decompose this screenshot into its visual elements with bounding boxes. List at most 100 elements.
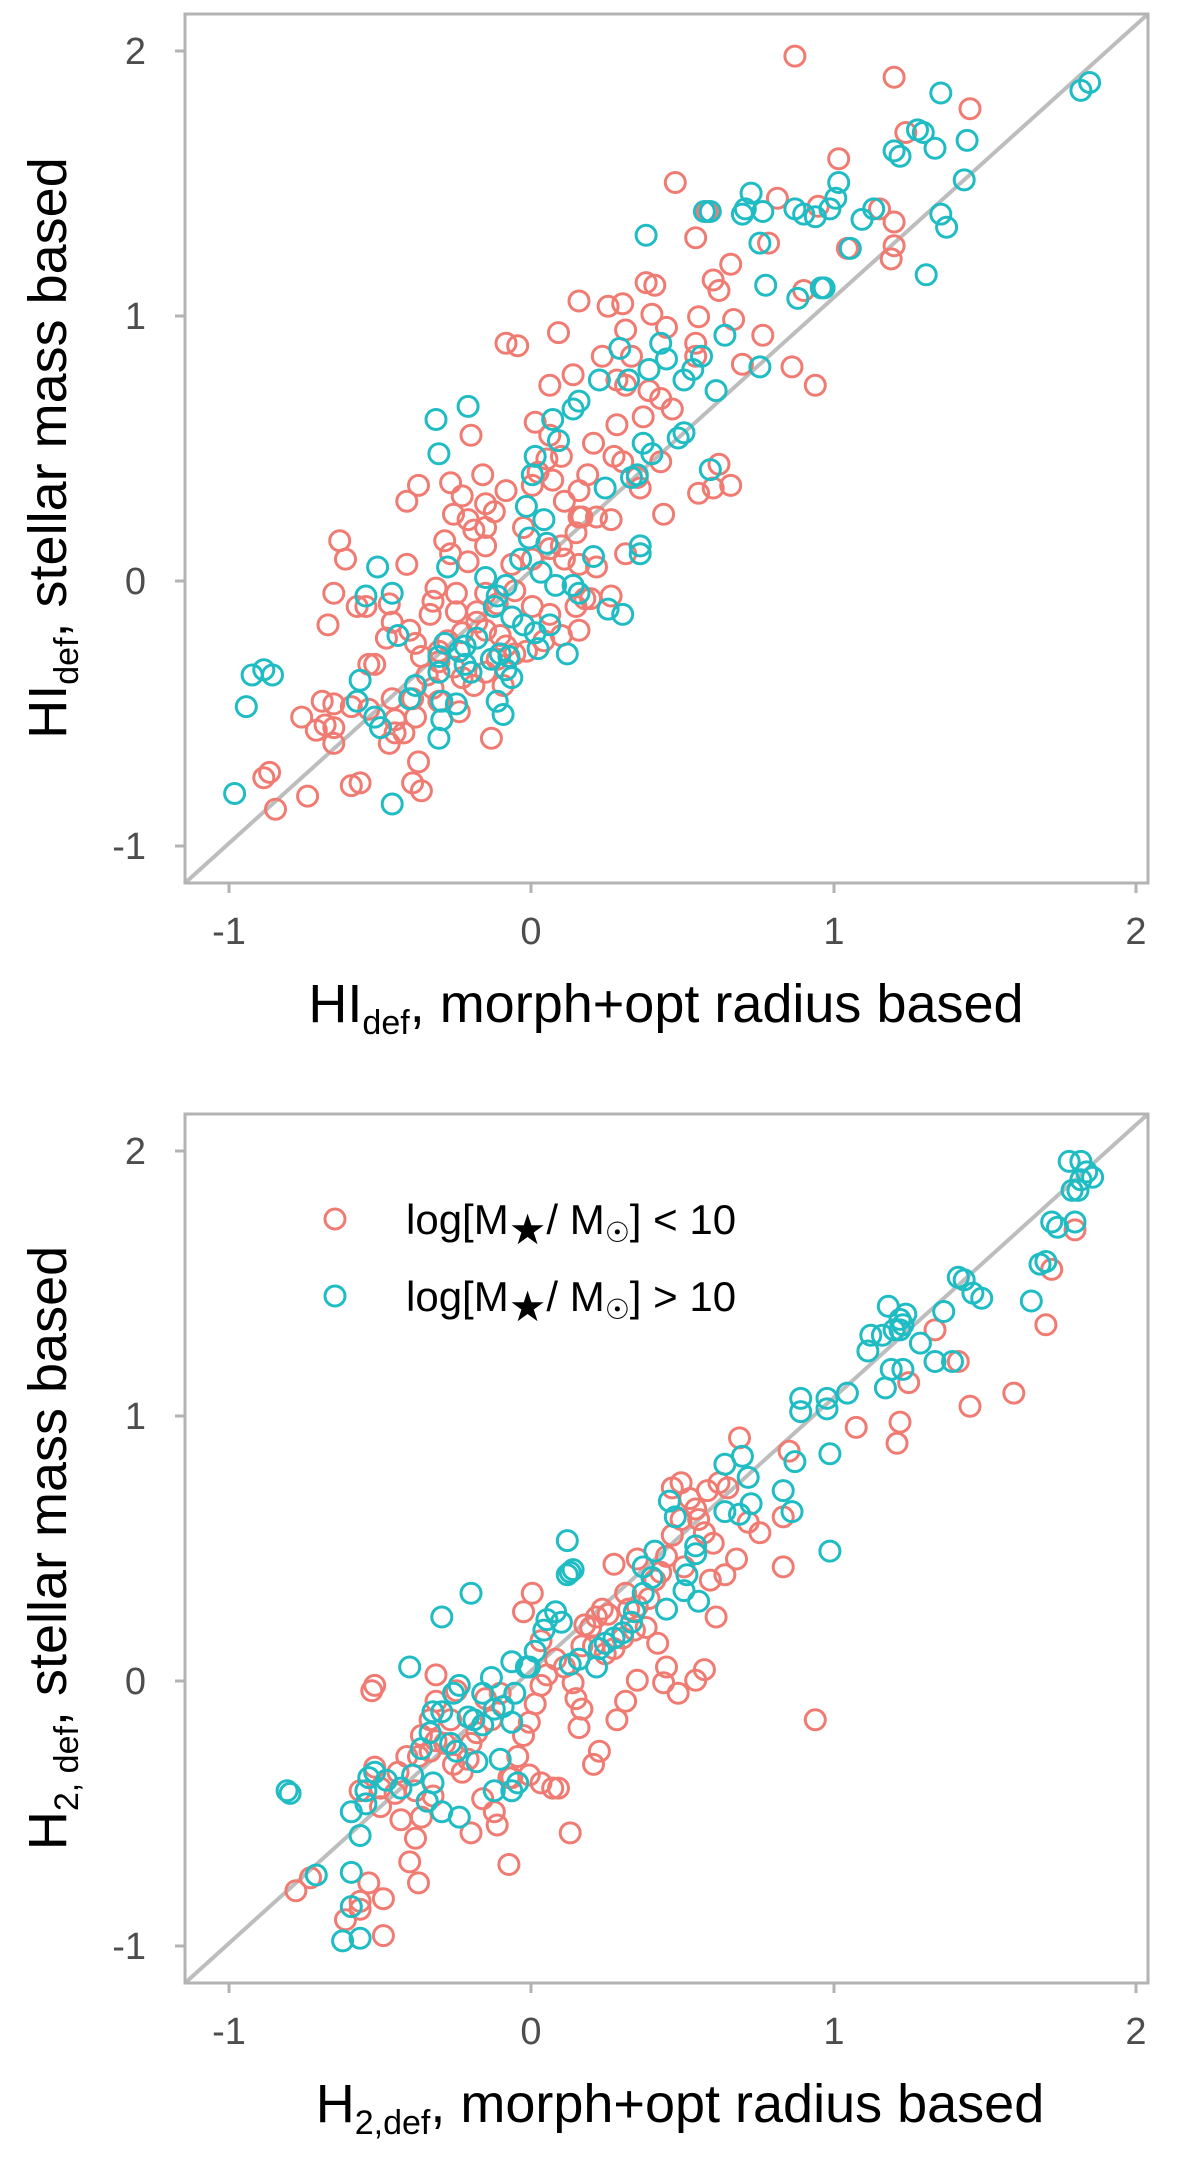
scatter-point-high-mass [608, 336, 632, 360]
scatter-point-low-mass [655, 1544, 678, 1568]
scatter-point-high-mass [275, 1779, 299, 1803]
scatter-point-low-mass [459, 423, 483, 447]
scatter-point-low-mass [1002, 1381, 1026, 1405]
scatter-point-high-mass [500, 605, 524, 629]
scatter-point-low-mass [494, 479, 518, 503]
scatter-point-low-mass [322, 692, 346, 716]
scatter-point-low-mass [1063, 1218, 1087, 1242]
scatter-point-low-mass [687, 481, 711, 505]
scatter-point-high-mass [488, 1747, 512, 1771]
scatter-point-high-mass [655, 347, 678, 371]
scatter-point-low-mass [958, 1394, 982, 1418]
y-tick-label: -1 [112, 1926, 146, 1968]
scatter-point-high-mass [509, 547, 533, 571]
scatter-point-high-mass [704, 379, 728, 403]
chart-panel-bottom: 2 1 0 -1 -1 0 1 2 log[M★/ M☉] < 10 log[M… [18, 1112, 1150, 2142]
x-tick-label: 0 [520, 911, 541, 953]
scatter-point-high-mass [640, 442, 664, 466]
scatter-point-low-mass [316, 613, 340, 637]
scatter-point-high-mass [879, 1357, 903, 1381]
scatter-point-high-mass [555, 1529, 579, 1553]
scatter-point-low-mass [567, 479, 591, 503]
scatter-point-low-mass [643, 273, 667, 297]
scatter-point-high-mass [771, 1479, 795, 1503]
scatter-point-high-mass [514, 494, 538, 518]
scatter-point-low-mass [567, 618, 591, 642]
scatter-point-low-mass [433, 529, 457, 553]
scatter-point-low-mass [407, 473, 430, 497]
scatter-point-low-mass [897, 1371, 921, 1395]
scatter-point-high-mass [870, 1323, 894, 1347]
scatter-point-high-mass [500, 666, 524, 690]
scatter-point-high-mass [687, 1589, 711, 1613]
scatter-point-high-mass [684, 1534, 708, 1558]
scatter-point-low-mass [587, 1739, 611, 1763]
scatter-point-low-mass [313, 713, 337, 737]
scatter-point-low-mass [363, 652, 387, 676]
scatter-point-high-mass [789, 1400, 813, 1424]
scatter-point-high-mass [471, 1681, 495, 1705]
scatter-point-high-mass [348, 668, 372, 692]
scatter-point-low-mass [371, 1924, 395, 1948]
scatter-point-high-mass [882, 1318, 906, 1342]
scatter-point-high-mass [611, 602, 635, 626]
scatter-point-low-mass [868, 197, 891, 221]
scatter-point-low-mass [398, 1850, 422, 1874]
scatter-point-low-mass [334, 547, 357, 571]
scatter-point-high-mass [430, 1605, 454, 1629]
scatter-point-low-mass [596, 294, 620, 318]
y-tick-label: 0 [125, 1661, 146, 1703]
scatter-point-low-mass [757, 231, 781, 255]
scatter-point-low-mass [497, 1853, 521, 1876]
scatter-point-low-mass [506, 1745, 530, 1768]
scatter-point-high-mass [666, 426, 690, 450]
scatter-point-high-mass [932, 1300, 956, 1323]
scatter-point-low-mass [946, 1350, 970, 1373]
scatter-point-low-mass [450, 484, 474, 508]
scatter-point-low-mass [652, 502, 676, 526]
scatter-point-low-mass [310, 689, 334, 713]
scatter-point-high-mass [223, 782, 247, 805]
scatter-point-low-mass [541, 1776, 565, 1800]
scatter-point-high-mass [547, 429, 570, 453]
scatter-point-high-mass [485, 689, 509, 713]
scatter-point-low-mass [421, 589, 445, 613]
y-tick-label: 0 [125, 561, 146, 603]
scatter-point-high-mass [663, 1505, 687, 1529]
scatter-point-low-mass [398, 618, 422, 642]
scatter-point-low-mass [418, 602, 442, 626]
scatter-point-high-mass [447, 1805, 471, 1829]
scatter-point-low-mass [882, 210, 906, 234]
scatter-point-high-mass [567, 581, 591, 605]
scatter-point-high-mass [675, 1563, 699, 1587]
scatter-point-low-mass [407, 1871, 430, 1895]
scatter-point-low-mass [549, 444, 573, 468]
scatter-point-high-mass [456, 394, 480, 418]
scatter-point-low-mass [552, 547, 576, 571]
scatter-point-high-mass [444, 692, 468, 716]
x-tick-labels: -1 0 1 2 [212, 911, 1146, 953]
scatter-point-high-mass [628, 542, 652, 566]
scatter-point-high-mass [631, 1581, 655, 1605]
scatter-point-low-mass [424, 1663, 448, 1687]
scatter-point-high-mass [459, 660, 483, 684]
scatter-point-high-mass [398, 687, 422, 711]
scatter-point-high-mass [859, 1323, 883, 1347]
scatter-point-high-mass [882, 139, 906, 163]
scatter-point-low-mass [471, 463, 495, 487]
axis-ticks-y [175, 49, 185, 848]
scatter-point-low-mass [500, 1766, 524, 1790]
scatter-point-low-mass [404, 1826, 427, 1850]
scatter-point-low-mass [290, 705, 314, 729]
scatter-point-high-mass [409, 1737, 433, 1761]
scatter-point-low-mass [506, 334, 530, 358]
scatter-point-high-mass [555, 642, 579, 666]
scatter-point-high-mass [240, 663, 264, 687]
scatter-point-high-mass [783, 1450, 807, 1474]
scatter-point-high-mass [748, 231, 772, 255]
scatter-point-low-mass [395, 489, 419, 513]
scatter-point-low-mass [704, 1605, 728, 1629]
scatter-point-low-mass [605, 1708, 629, 1732]
x-tick-label: -1 [212, 2011, 246, 2053]
scatter-point-low-mass [716, 1476, 740, 1500]
